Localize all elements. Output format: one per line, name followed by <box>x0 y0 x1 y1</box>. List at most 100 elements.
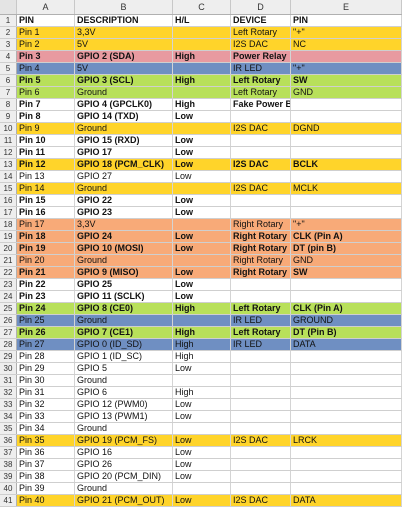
cell-b[interactable]: GPIO 7 (CE1) <box>75 327 173 338</box>
cell-a[interactable]: Pin 32 <box>17 399 75 410</box>
cell-b[interactable]: GPIO 23 <box>75 207 173 218</box>
cell-c[interactable]: Low <box>173 135 231 146</box>
cell-e[interactable]: NC <box>291 39 402 50</box>
cell-c[interactable]: Low <box>173 171 231 182</box>
row-number[interactable]: 31 <box>0 375 17 386</box>
cell-a[interactable]: Pin 12 <box>17 159 75 170</box>
cell-a[interactable]: Pin 21 <box>17 267 75 278</box>
row-number[interactable]: 5 <box>0 63 17 74</box>
column-header-d[interactable]: D <box>231 0 291 14</box>
cell-a[interactable]: Pin 33 <box>17 411 75 422</box>
row-number[interactable]: 40 <box>0 483 17 494</box>
cell-c[interactable]: Low <box>173 399 231 410</box>
cell-c[interactable]: High <box>173 303 231 314</box>
cell-a[interactable]: Pin 23 <box>17 291 75 302</box>
cell-e[interactable]: "+" <box>291 63 402 74</box>
cell-d[interactable]: I2S DAC <box>231 435 291 446</box>
cell-d[interactable] <box>231 411 291 422</box>
cell-c[interactable]: Low <box>173 207 231 218</box>
cell-d[interactable] <box>231 291 291 302</box>
cell-e[interactable] <box>291 363 402 374</box>
cell-d[interactable] <box>231 399 291 410</box>
cell-d[interactable]: I2S DAC <box>231 39 291 50</box>
cell-e[interactable] <box>291 135 402 146</box>
cell-e[interactable]: GROUND <box>291 315 402 326</box>
cell-c[interactable] <box>173 423 231 434</box>
cell-a[interactable]: Pin 37 <box>17 459 75 470</box>
cell-d[interactable]: Power Relay <box>231 51 291 62</box>
cell-b[interactable]: DESCRIPTION <box>75 15 173 26</box>
cell-c[interactable] <box>173 219 231 230</box>
cell-c[interactable]: High <box>173 387 231 398</box>
cell-e[interactable] <box>291 423 402 434</box>
cell-c[interactable] <box>173 63 231 74</box>
row-number[interactable]: 30 <box>0 363 17 374</box>
row-number[interactable]: 39 <box>0 471 17 482</box>
cell-b[interactable]: GPIO 18 (PCM_CLK) <box>75 159 173 170</box>
row-number[interactable]: 15 <box>0 183 17 194</box>
cell-d[interactable] <box>231 483 291 494</box>
row-number[interactable]: 18 <box>0 219 17 230</box>
row-number[interactable]: 36 <box>0 435 17 446</box>
cell-e[interactable]: GND <box>291 87 402 98</box>
cell-b[interactable]: 5V <box>75 39 173 50</box>
cell-a[interactable]: Pin 29 <box>17 363 75 374</box>
cell-e[interactable]: SW <box>291 267 402 278</box>
row-number[interactable]: 33 <box>0 399 17 410</box>
cell-a[interactable]: Pin 18 <box>17 231 75 242</box>
row-number[interactable]: 29 <box>0 351 17 362</box>
cell-a[interactable]: Pin 30 <box>17 375 75 386</box>
cell-c[interactable]: High <box>173 339 231 350</box>
cell-e[interactable] <box>291 111 402 122</box>
cell-a[interactable]: Pin 40 <box>17 495 75 506</box>
cell-d[interactable]: I2S DAC <box>231 159 291 170</box>
cell-e[interactable] <box>291 351 402 362</box>
cell-c[interactable]: Low <box>173 231 231 242</box>
cell-b[interactable]: GPIO 6 <box>75 387 173 398</box>
cell-b[interactable]: GPIO 10 (MOSI) <box>75 243 173 254</box>
cell-a[interactable]: Pin 3 <box>17 51 75 62</box>
row-number[interactable]: 11 <box>0 135 17 146</box>
cell-a[interactable]: Pin 9 <box>17 123 75 134</box>
cell-d[interactable]: Fake Power Button <box>231 99 291 110</box>
cell-a[interactable]: Pin 11 <box>17 147 75 158</box>
cell-b[interactable]: Ground <box>75 87 173 98</box>
cell-a[interactable]: Pin 34 <box>17 423 75 434</box>
cell-c[interactable] <box>173 183 231 194</box>
cell-a[interactable]: Pin 26 <box>17 327 75 338</box>
cell-c[interactable] <box>173 483 231 494</box>
cell-d[interactable]: DEVICE <box>231 15 291 26</box>
row-number[interactable]: 14 <box>0 171 17 182</box>
cell-e[interactable] <box>291 291 402 302</box>
cell-b[interactable]: GPIO 4 (GPCLK0) <box>75 99 173 110</box>
cell-c[interactable]: Low <box>173 279 231 290</box>
row-number[interactable]: 20 <box>0 243 17 254</box>
cell-c[interactable]: Low <box>173 495 231 506</box>
row-number[interactable]: 13 <box>0 159 17 170</box>
cell-d[interactable]: Right Rotary <box>231 243 291 254</box>
cell-e[interactable]: GND <box>291 255 402 266</box>
cell-a[interactable]: Pin 5 <box>17 75 75 86</box>
row-number[interactable]: 9 <box>0 111 17 122</box>
cell-d[interactable] <box>231 171 291 182</box>
cell-b[interactable]: GPIO 16 <box>75 447 173 458</box>
cell-c[interactable] <box>173 315 231 326</box>
cell-c[interactable]: High <box>173 51 231 62</box>
cell-d[interactable]: IR LED <box>231 339 291 350</box>
cell-c[interactable] <box>173 39 231 50</box>
cell-a[interactable]: Pin 36 <box>17 447 75 458</box>
cell-c[interactable]: Low <box>173 243 231 254</box>
cell-c[interactable]: Low <box>173 291 231 302</box>
cell-c[interactable]: H/L <box>173 15 231 26</box>
cell-b[interactable]: GPIO 13 (PWM1) <box>75 411 173 422</box>
cell-e[interactable] <box>291 147 402 158</box>
cell-d[interactable] <box>231 471 291 482</box>
cell-b[interactable]: GPIO 26 <box>75 459 173 470</box>
cell-e[interactable] <box>291 51 402 62</box>
cell-e[interactable]: CLK (Pin A) <box>291 303 402 314</box>
cell-a[interactable]: PIN <box>17 15 75 26</box>
row-number[interactable]: 4 <box>0 51 17 62</box>
row-number[interactable]: 34 <box>0 411 17 422</box>
cell-e[interactable] <box>291 171 402 182</box>
cell-a[interactable]: Pin 31 <box>17 387 75 398</box>
